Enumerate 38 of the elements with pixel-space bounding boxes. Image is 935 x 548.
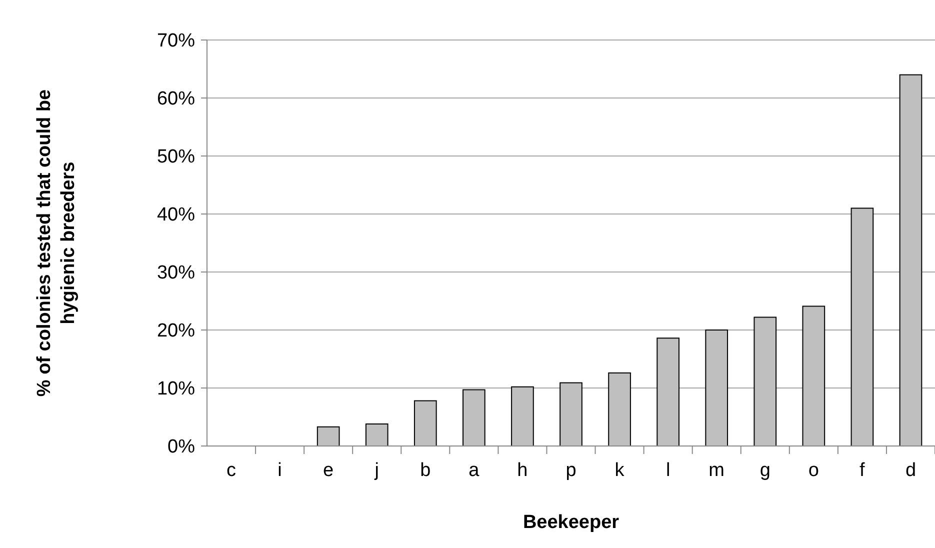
x-tick-label: c: [226, 460, 236, 481]
x-tick-label: f: [860, 460, 866, 481]
bar: [462, 389, 486, 446]
y-tick-label: 30%: [156, 262, 196, 284]
x-tick-label: l: [666, 460, 670, 481]
bar: [850, 208, 874, 446]
y-tick-label: 50%: [156, 146, 196, 168]
x-tick-label: m: [708, 460, 725, 481]
bar: [656, 338, 680, 446]
x-tick-label: o: [808, 460, 819, 481]
bar: [899, 74, 922, 446]
bar: [414, 400, 437, 446]
y-tick-label: 10%: [156, 378, 196, 400]
bar: [365, 423, 388, 446]
x-tick-label: g: [760, 460, 770, 481]
y-axis-title: % of colonies tested that could be hygienic breeders: [34, 89, 79, 397]
y-tick-label: 20%: [156, 320, 196, 342]
bar: [754, 316, 777, 446]
bar: [705, 330, 728, 446]
x-tick-label: k: [614, 460, 625, 481]
x-tick-label: e: [323, 460, 334, 481]
y-tick-label: 40%: [156, 204, 196, 226]
bar: [511, 386, 534, 446]
bar: [316, 426, 340, 446]
x-tick-label: b: [420, 460, 431, 481]
y-tick-label: 70%: [156, 30, 196, 52]
y-tick-label: 60%: [156, 88, 196, 110]
x-tick-label: d: [905, 460, 916, 481]
x-tick-label: j: [374, 460, 379, 481]
x-tick-label: a: [468, 460, 480, 481]
x-tick-label: h: [517, 460, 528, 481]
bar: [608, 372, 631, 446]
bar: [560, 382, 582, 446]
y-tick-label: 0%: [168, 436, 196, 458]
x-tick-label: p: [566, 460, 576, 481]
x-tick-label: i: [278, 460, 282, 481]
x-axis-title: Beekeeper: [522, 512, 620, 533]
bar: [802, 306, 826, 446]
